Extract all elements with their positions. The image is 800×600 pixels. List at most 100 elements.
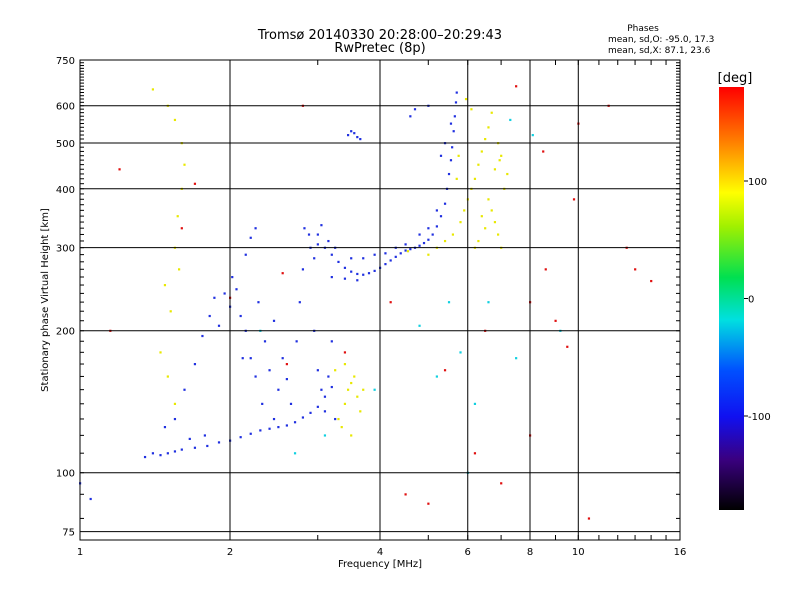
data-point	[330, 275, 333, 279]
data-point	[531, 134, 534, 137]
data-point	[303, 227, 306, 230]
data-point	[177, 268, 181, 271]
data-point	[180, 227, 183, 230]
data-point	[455, 177, 458, 180]
data-point	[180, 448, 183, 451]
data-point	[427, 502, 430, 505]
data-point	[484, 137, 487, 141]
data-point	[422, 241, 426, 245]
data-point	[346, 134, 350, 137]
data-point	[435, 375, 438, 378]
data-point	[249, 357, 252, 360]
data-point	[281, 272, 284, 275]
data-point	[327, 375, 330, 378]
data-point	[447, 172, 451, 176]
x-tick-label: 10	[572, 547, 585, 558]
data-point	[217, 441, 221, 444]
data-point	[500, 154, 503, 157]
data-point	[257, 301, 260, 304]
data-point	[277, 388, 280, 391]
data-point	[188, 437, 191, 441]
data-point	[259, 429, 262, 432]
data-point	[451, 146, 454, 149]
data-point	[281, 357, 284, 360]
data-point	[515, 357, 518, 360]
stats-line-o: mean, sd,O: -95.0, 17.3	[608, 35, 714, 45]
colorbar-tick-label: -100	[748, 412, 771, 423]
data-point	[480, 150, 483, 153]
data-point	[459, 351, 462, 354]
data-point	[163, 426, 167, 429]
data-point	[477, 239, 480, 243]
data-point	[404, 493, 407, 496]
data-point	[356, 395, 359, 398]
data-point	[166, 452, 169, 455]
data-point	[477, 163, 480, 166]
data-point	[316, 233, 319, 236]
data-point	[463, 209, 466, 212]
data-point	[356, 279, 359, 282]
data-point	[343, 351, 347, 354]
data-point	[295, 340, 298, 343]
data-point	[490, 111, 493, 114]
data-point	[435, 209, 438, 212]
data-point	[343, 363, 347, 366]
data-point	[89, 497, 92, 501]
data-point	[404, 243, 407, 246]
data-point	[193, 182, 197, 185]
data-point	[272, 319, 276, 322]
colorbar-bar	[719, 87, 744, 510]
data-point	[473, 177, 477, 180]
data-point	[493, 221, 497, 224]
data-point	[176, 215, 179, 218]
data-point	[193, 446, 197, 449]
data-point	[409, 248, 412, 251]
data-point	[337, 260, 340, 264]
data-point	[309, 411, 312, 414]
y-tick-label: 400	[56, 185, 75, 196]
x-tick-label: 1	[77, 547, 83, 558]
data-point	[484, 227, 487, 230]
data-point	[487, 126, 490, 129]
data-point	[159, 351, 162, 354]
data-point	[350, 257, 353, 260]
data-point	[389, 301, 392, 304]
data-point	[394, 255, 397, 258]
data-point	[350, 381, 353, 385]
data-point	[443, 239, 447, 243]
data-point	[418, 233, 421, 236]
data-point	[330, 340, 333, 343]
data-point	[457, 154, 460, 157]
y-tick-label: 500	[56, 139, 75, 150]
data-point	[285, 363, 288, 366]
data-point	[509, 118, 512, 122]
data-point	[223, 292, 226, 295]
stats-line-x: mean, sd,X: 87.1, 23.6	[608, 46, 711, 56]
data-point	[118, 168, 121, 171]
x-tick-label: 6	[465, 547, 471, 558]
data-point	[316, 243, 319, 246]
data-point	[367, 272, 371, 275]
y-tick-label: 200	[56, 327, 75, 338]
stats-title: Phases	[627, 24, 659, 34]
data-point	[515, 85, 518, 88]
data-point	[413, 108, 417, 111]
data-point	[277, 426, 280, 429]
data-point	[337, 417, 340, 421]
data-point	[143, 455, 147, 459]
data-point	[254, 375, 257, 378]
data-point	[566, 345, 569, 348]
data-point	[490, 209, 493, 212]
data-point	[263, 340, 267, 343]
y-tick-label: 100	[56, 469, 75, 480]
data-point	[239, 314, 242, 318]
chart-title: Tromsø 20140330 20:28:00–20:29:43	[257, 28, 502, 43]
colorbar: 100 0 -100	[719, 87, 771, 510]
data-point	[235, 288, 238, 291]
data-point	[163, 284, 167, 287]
data-point	[427, 227, 430, 230]
data-point	[427, 238, 430, 241]
data-point	[323, 395, 327, 398]
data-point	[353, 375, 356, 378]
